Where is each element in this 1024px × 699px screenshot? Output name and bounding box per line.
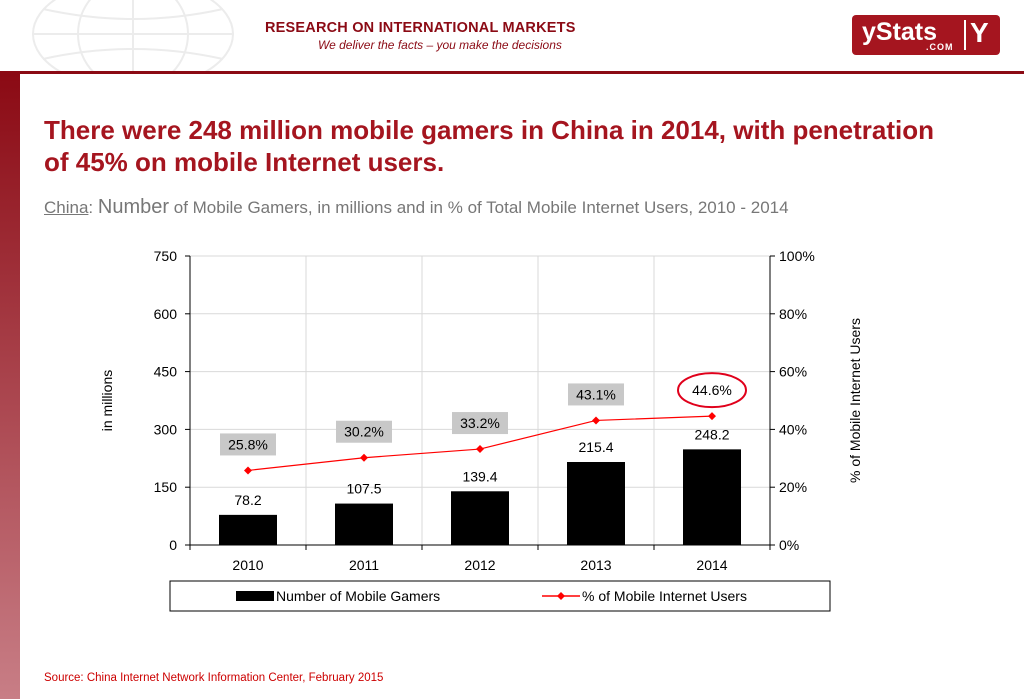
percent-label-box xyxy=(452,412,508,435)
legend-bar-swatch xyxy=(236,591,274,601)
subtitle-rest: of Mobile Gamers, in millions and in % o… xyxy=(169,198,789,217)
chart-subtitle: China: Number of Mobile Gamers, in milli… xyxy=(44,196,789,219)
bar-mobile-gamers xyxy=(335,503,393,545)
header-title: RESEARCH ON INTERNATIONAL MARKETS xyxy=(265,20,576,36)
left-tick-label: 300 xyxy=(154,421,178,437)
bar-value-label: 78.2 xyxy=(234,492,261,508)
percent-label-box xyxy=(336,420,392,443)
logo-wordmark: yStats xyxy=(862,18,938,46)
percent-label: 33.2% xyxy=(460,415,500,431)
percent-label: 30.2% xyxy=(344,424,384,440)
top-header-bar: RESEARCH ON INTERNATIONAL MARKETS We del… xyxy=(0,0,1024,74)
right-tick-label: 100% xyxy=(779,248,815,264)
line-point-marker xyxy=(244,466,252,475)
slide-title: There were 248 million mobile gamers in … xyxy=(44,115,935,177)
line-point-marker xyxy=(592,416,600,425)
right-tick-label: 60% xyxy=(779,364,807,380)
bar-value-label: 139.4 xyxy=(462,468,497,484)
bar-mobile-gamers xyxy=(683,449,741,545)
source-note: Source: China Internet Network Informati… xyxy=(44,672,384,684)
bar-mobile-gamers xyxy=(219,514,277,545)
left-tick-label: 600 xyxy=(154,306,178,322)
ystats-logo: yStats .COM Y xyxy=(852,15,1000,55)
right-tick-label: 20% xyxy=(779,479,807,495)
legend-line-label: % of Mobile Internet Users xyxy=(582,588,747,604)
x-tick-label: 2010 xyxy=(232,557,263,573)
subtitle-lead: Number xyxy=(97,196,170,218)
left-tick-label: 0 xyxy=(169,537,177,553)
right-tick-label: 40% xyxy=(779,421,807,437)
left-tick-label: 150 xyxy=(154,479,178,495)
line-point-marker xyxy=(360,453,368,462)
right-tick-label: 80% xyxy=(779,306,807,322)
x-tick-label: 2012 xyxy=(464,557,495,573)
percent-label-box xyxy=(220,433,276,456)
x-tick-label: 2014 xyxy=(696,557,727,573)
left-tick-label: 750 xyxy=(154,248,178,264)
y2-axis-title: % of Mobile Internet Users xyxy=(847,318,860,483)
bar-value-label: 107.5 xyxy=(346,481,381,497)
bar-mobile-gamers xyxy=(567,461,625,545)
highlight-ellipse xyxy=(677,372,747,409)
legend-line-marker xyxy=(557,592,565,600)
header-divider xyxy=(0,71,1024,74)
bar-value-label: 215.4 xyxy=(578,439,613,455)
x-tick-label: 2013 xyxy=(580,557,611,573)
subtitle-country: China xyxy=(44,198,89,217)
right-tick-label: 0% xyxy=(779,537,799,553)
line-point-marker xyxy=(708,412,716,421)
bar-value-label: 248.2 xyxy=(694,426,729,442)
legend-bar-label: Number of Mobile Gamers xyxy=(276,588,440,604)
header-subtitle: We deliver the facts – you make the deci… xyxy=(318,38,562,52)
percent-label: 43.1% xyxy=(576,386,616,402)
logo-divider xyxy=(964,20,966,50)
x-tick-label: 2011 xyxy=(349,557,379,573)
left-accent-bar xyxy=(0,74,20,699)
y-axis-title: in millions xyxy=(99,370,115,431)
left-tick-label: 450 xyxy=(154,364,178,380)
subtitle-separator: : xyxy=(88,198,98,217)
percent-label-box xyxy=(568,383,624,406)
logo-domain: .COM xyxy=(926,42,954,52)
legend-box xyxy=(169,580,831,612)
globe-watermark-icon xyxy=(32,0,234,74)
bar-mobile-gamers xyxy=(451,491,509,545)
mobile-gamers-chart: 0 150 300 450 600 750 0% 20% 40% 60% 80% 100% 2010 20… xyxy=(99,248,860,612)
percent-label: 44.6% xyxy=(692,382,732,398)
percent-label: 25.8% xyxy=(228,436,268,452)
logo-mark: Y xyxy=(970,17,989,48)
line-point-marker xyxy=(476,445,484,454)
